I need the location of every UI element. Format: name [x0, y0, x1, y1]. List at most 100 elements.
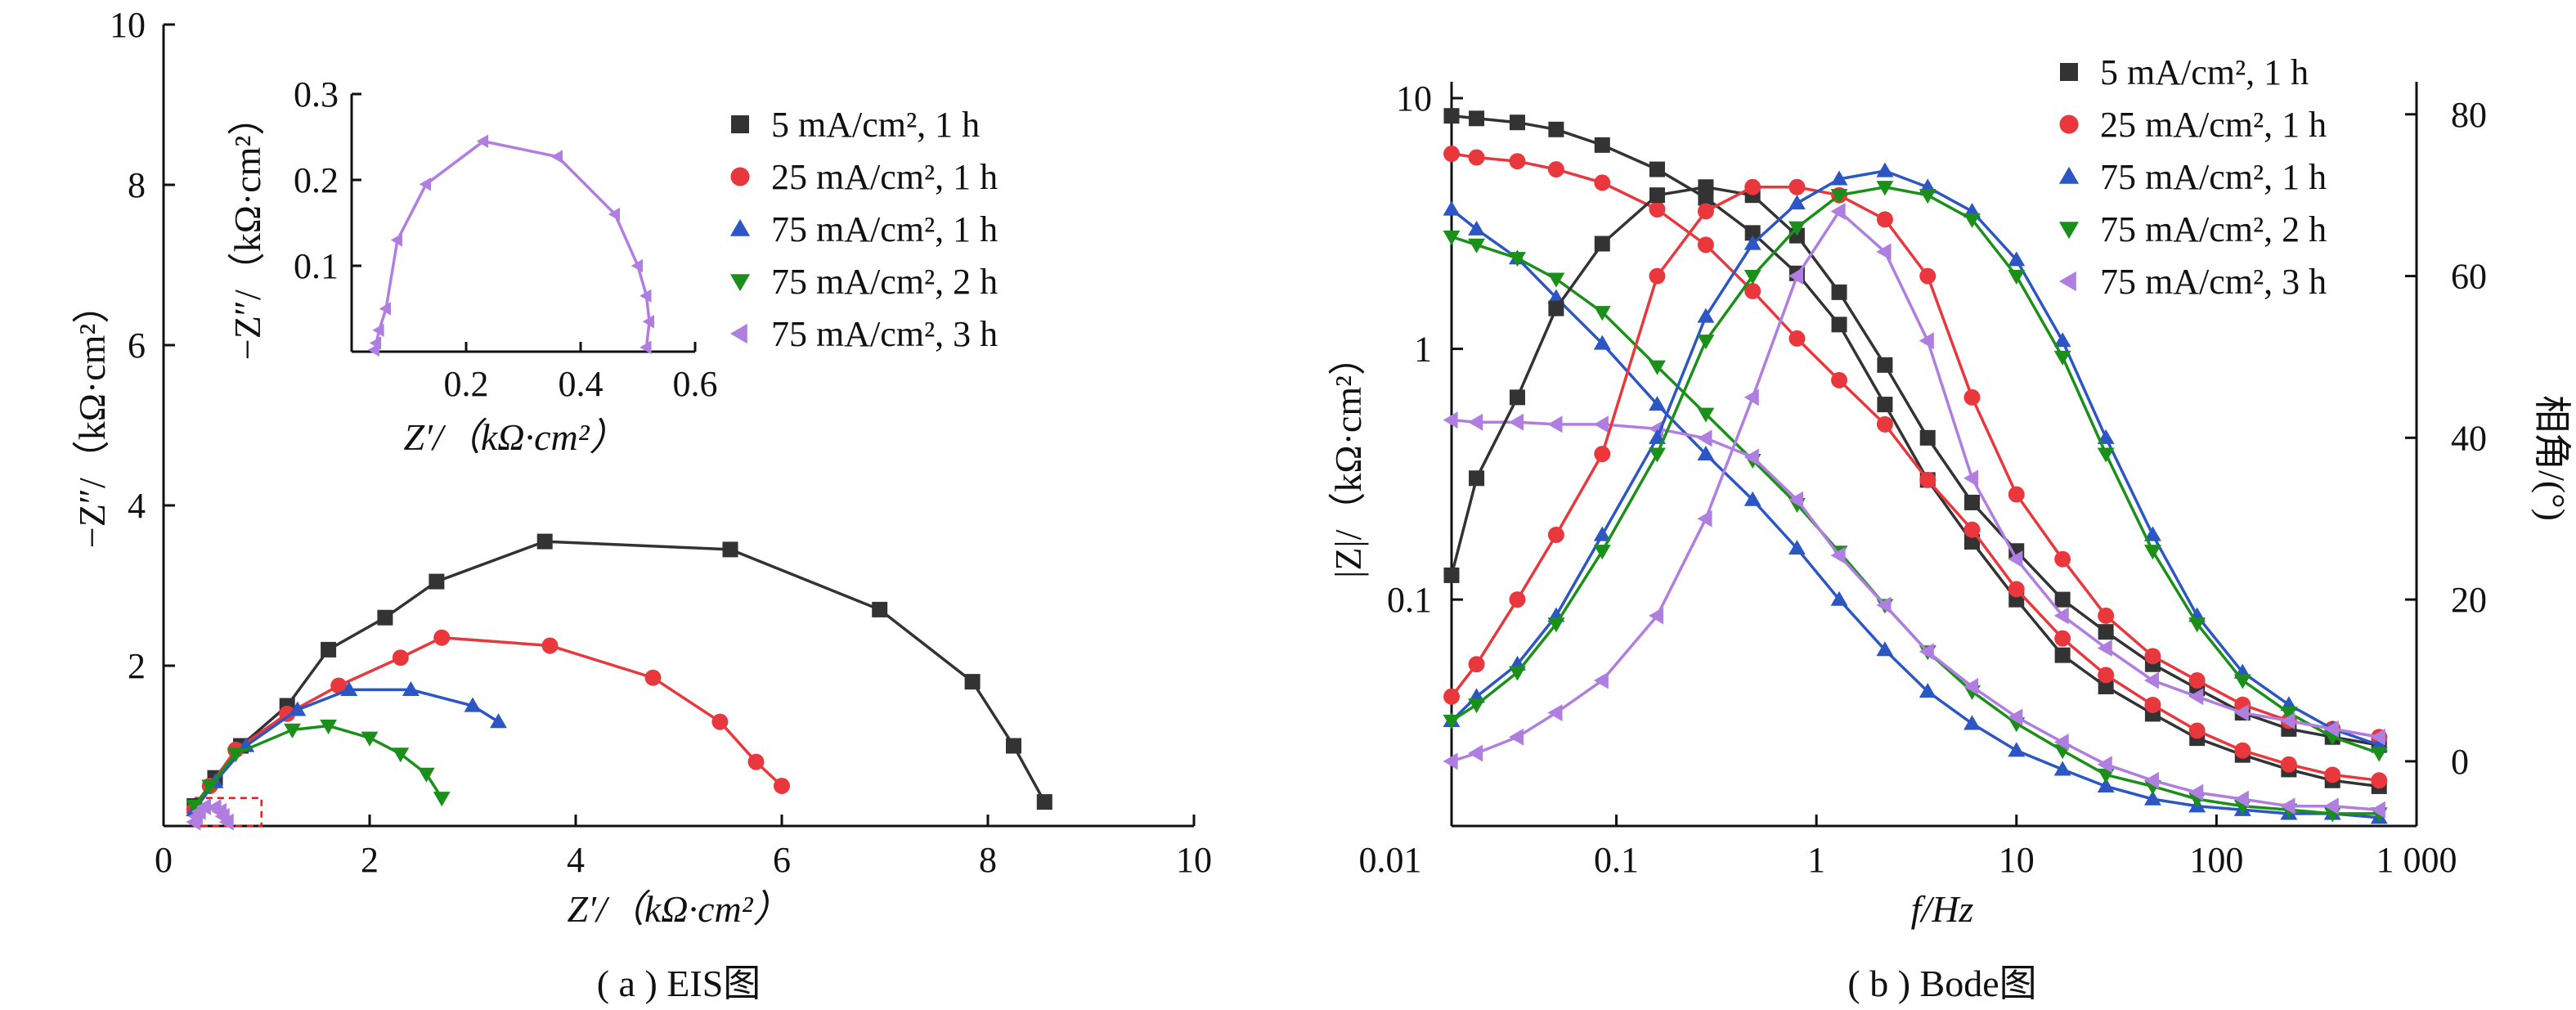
bode-modulus-point [1509, 153, 1526, 170]
bode-phase-point [2188, 672, 2206, 689]
bode-modulus-point [1963, 715, 1981, 730]
bode-modulus-point [2054, 630, 2071, 647]
bode-phase-point [2370, 728, 2385, 746]
bode-modulus-line [1451, 152, 2380, 783]
bode-phase-line [1451, 209, 2380, 763]
bode-phase-point [2008, 550, 2023, 568]
eis-y-tick-label: 2 [128, 646, 146, 686]
bode-phase-point [1649, 607, 1664, 625]
eis-point [490, 713, 507, 729]
bode-modulus-point [1649, 360, 1666, 375]
bode-modulus-point [2053, 761, 2071, 776]
bode-modulus-point [1509, 252, 1526, 267]
eis-point [392, 747, 410, 763]
bode-modulus-point [1919, 683, 1936, 698]
bode-phase-point [1443, 688, 1460, 705]
bode-phase-point [2233, 674, 2251, 689]
bode-phase-point [1697, 509, 1712, 527]
eis-x-axis-label: Z′/（kΩ·cm²） [567, 888, 790, 930]
bode-phase-point [1547, 704, 1563, 722]
bode-y-tick-label: 10 [1396, 79, 1432, 119]
bode-phase-point [1697, 334, 1715, 350]
eis-point [433, 792, 451, 807]
inset-point [379, 302, 391, 316]
eis-point [747, 753, 765, 770]
bode-modulus-point [2097, 778, 2115, 793]
bode-phase-point [2098, 607, 2115, 624]
inset-point [372, 323, 384, 337]
bode-legend-marker [2059, 114, 2079, 134]
bode-modulus-point [2188, 722, 2206, 739]
bode-phase-point [2054, 550, 2071, 568]
bode-phase-point [1593, 671, 1609, 689]
bode-phase-point [2143, 526, 2161, 541]
bode-y2-tick-label: 0 [2451, 742, 2469, 782]
bode-phase-line [1450, 169, 2380, 747]
bode-modulus-point [1697, 429, 1712, 447]
inset-point [642, 315, 654, 329]
inset-y-tick-label: 0.1 [294, 246, 339, 286]
bode-modulus-point [1963, 521, 1981, 538]
eis-x-tick-label: 2 [361, 840, 379, 880]
bode-phase-point [1509, 728, 1524, 746]
bode-phase-point [1919, 429, 1936, 446]
bode-modulus-point [2053, 734, 2069, 751]
eis-point [402, 680, 420, 696]
bode-modulus-point [1509, 114, 1525, 131]
bode-phase-point [1698, 179, 1714, 195]
bode-phase-point [2188, 617, 2206, 633]
eis-point [201, 779, 219, 795]
bode-phase-point [1649, 267, 1666, 285]
eis-legend-label: 25 mA/cm², 1 h [771, 157, 998, 197]
bode-phase-point [2144, 648, 2161, 665]
bode-phase-point [1468, 656, 1485, 673]
bode-phase-point [1594, 446, 1611, 463]
eis-legend-label: 75 mA/cm², 2 h [771, 262, 998, 302]
bode-modulus-point [1443, 146, 1460, 162]
bode-y-tick-label: 1 [1414, 330, 1432, 370]
bode-phase-point [2008, 251, 2026, 267]
bode-phase-point [1788, 195, 1806, 210]
bode-modulus-point [1697, 407, 1715, 423]
bode-modulus-point [2098, 667, 2115, 684]
eis-series-line [193, 540, 1046, 807]
bode-modulus-line [1451, 418, 2380, 811]
eis-point [644, 669, 662, 686]
eis-legend-marker [731, 115, 749, 133]
bode-legend-marker [2058, 271, 2076, 292]
bode-modulus-point [1830, 546, 1846, 564]
bode-modulus-point [1509, 413, 1524, 431]
bode-phase-point [2143, 671, 2160, 689]
eis-point [227, 747, 245, 763]
bode-phase-point [1744, 178, 1761, 195]
eis-point [429, 573, 445, 590]
bode-modulus-point [2008, 581, 2025, 598]
bode-modulus-point [1831, 316, 1847, 333]
bode-phase-point [1744, 269, 1761, 285]
eis-point [218, 813, 234, 831]
bode-phase-point [1649, 429, 1666, 444]
bode-phase-point [1876, 243, 1892, 261]
bode-modulus-point [1649, 201, 1666, 218]
bode-x-tick-label: 1 [1807, 840, 1825, 880]
bode-phase-point [1443, 752, 1458, 770]
bode-phase-point [1919, 267, 1936, 285]
bode-legend-label: 75 mA/cm², 1 h [2100, 157, 2327, 197]
eis-legend-label: 5 mA/cm², 1 h [771, 105, 980, 145]
eis-point [330, 677, 348, 694]
bode-modulus-point [1788, 491, 1804, 509]
bode-y2-tick-label: 80 [2451, 95, 2487, 135]
bode-modulus-point [1443, 108, 1460, 124]
eis-point [284, 723, 301, 738]
bode-phase-point [1468, 744, 1483, 762]
bode-modulus-point [2280, 797, 2296, 815]
bode-phase-point [2098, 624, 2114, 640]
bode-modulus-point [1876, 641, 1894, 657]
bode-modulus-point [1744, 448, 1759, 466]
bode-phase-point [1830, 202, 1846, 220]
bode-x-tick-label: 100 [2189, 840, 2243, 880]
bode-phase-point [2188, 688, 2204, 706]
bode-modulus-point [2008, 742, 2026, 757]
bode-phase-point [2053, 607, 2069, 625]
bode-modulus-point [1547, 272, 1565, 288]
